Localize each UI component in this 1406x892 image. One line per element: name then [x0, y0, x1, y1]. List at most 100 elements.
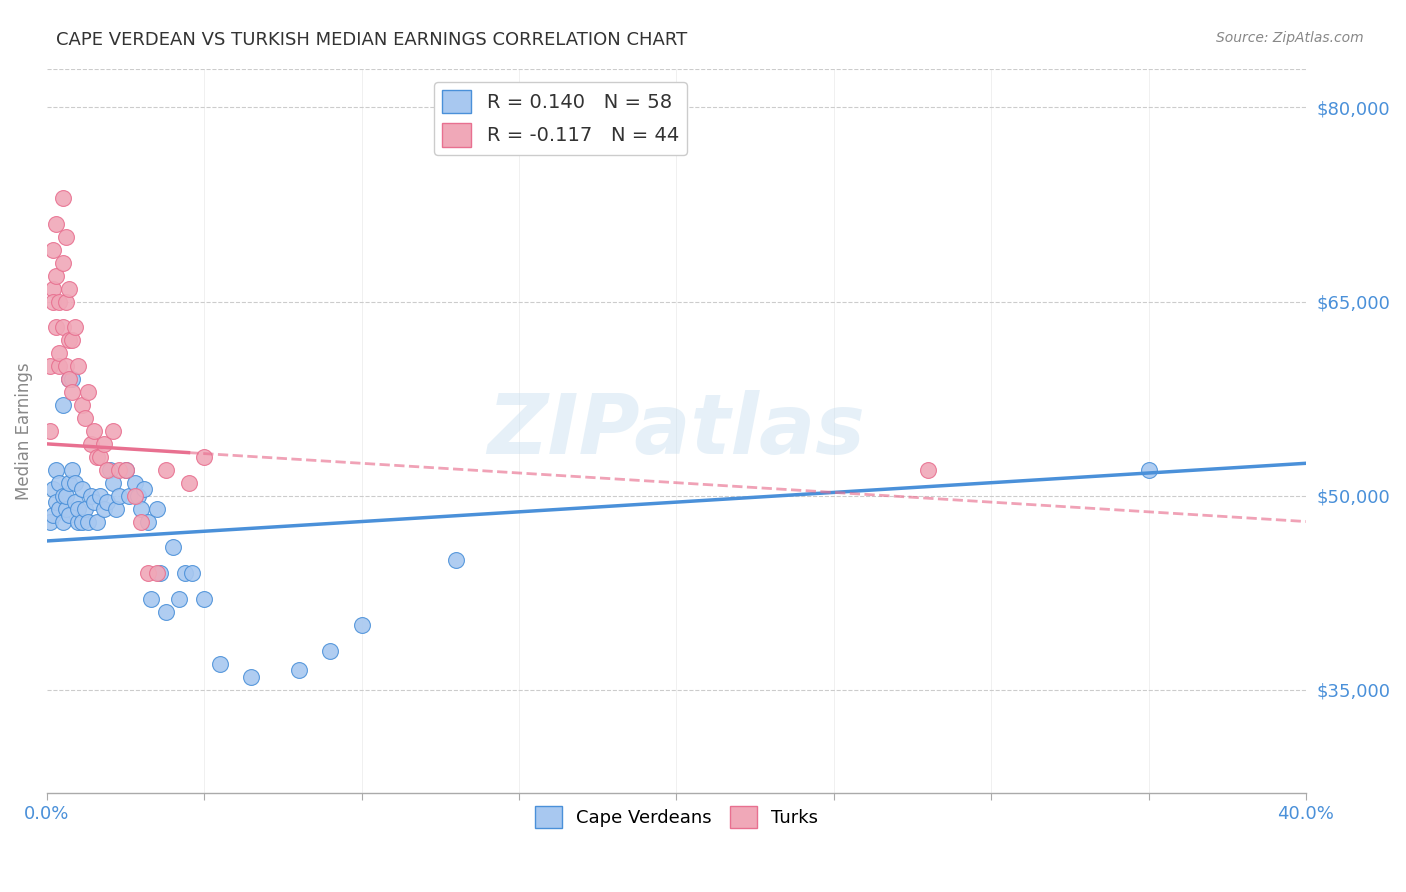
Point [108, 489, 131, 503]
Point [63, 495, 86, 509]
Point [93, 501, 115, 516]
Point [48, 346, 70, 360]
Point [118, 489, 141, 503]
Point [155, 463, 177, 477]
Point [131, 501, 153, 516]
Point [63, 475, 86, 490]
Point [55, 229, 77, 244]
Point [96, 495, 118, 509]
Point [124, 489, 146, 503]
Point [139, 592, 162, 607]
Point [73, 411, 96, 425]
Text: CAPE VERDEAN VS TURKISH MEDIAN EARNINGS CORRELATION CHART: CAPE VERDEAN VS TURKISH MEDIAN EARNINGS … [56, 31, 688, 49]
Point [39, 424, 62, 438]
Point [60, 372, 83, 386]
Point [70, 482, 93, 496]
Point [89, 450, 111, 464]
Point [208, 657, 231, 671]
Point [70, 398, 93, 412]
Point [73, 501, 96, 516]
Point [48, 475, 70, 490]
Y-axis label: Median Earnings: Median Earnings [15, 362, 32, 500]
Point [58, 508, 80, 522]
Point [67, 501, 90, 516]
Point [350, 618, 373, 632]
Legend: Cape Verdeans, Turks: Cape Verdeans, Turks [527, 798, 825, 835]
Point [45, 463, 67, 477]
Point [42, 294, 65, 309]
Point [444, 553, 467, 567]
Point [80, 437, 103, 451]
Point [93, 437, 115, 451]
Point [48, 359, 70, 374]
Point [162, 541, 184, 555]
Point [52, 255, 75, 269]
Point [58, 281, 80, 295]
Point [48, 294, 70, 309]
Point [83, 495, 105, 509]
Point [58, 475, 80, 490]
Point [42, 281, 65, 295]
Point [52, 191, 75, 205]
Point [45, 320, 67, 334]
Point [58, 372, 80, 386]
Point [67, 515, 90, 529]
Point [86, 515, 108, 529]
Point [114, 463, 136, 477]
Point [1137, 463, 1160, 477]
Point [917, 463, 939, 477]
Point [127, 489, 149, 503]
Point [136, 515, 159, 529]
Point [86, 450, 108, 464]
Point [58, 334, 80, 348]
Point [108, 463, 131, 477]
Point [42, 508, 65, 522]
Point [101, 475, 124, 490]
Point [180, 566, 202, 581]
Point [60, 463, 83, 477]
Point [58, 372, 80, 386]
Point [48, 501, 70, 516]
Point [319, 644, 342, 658]
Point [67, 359, 90, 374]
Point [52, 489, 75, 503]
Point [83, 424, 105, 438]
Point [55, 294, 77, 309]
Point [134, 482, 156, 496]
Point [55, 489, 77, 503]
Point [55, 501, 77, 516]
Point [287, 664, 309, 678]
Point [70, 515, 93, 529]
Point [42, 243, 65, 257]
Point [240, 670, 263, 684]
Text: Source: ZipAtlas.com: Source: ZipAtlas.com [1216, 31, 1364, 45]
Point [55, 359, 77, 374]
Point [45, 217, 67, 231]
Point [174, 566, 197, 581]
Point [80, 489, 103, 503]
Point [146, 566, 169, 581]
Point [60, 334, 83, 348]
Point [146, 501, 169, 516]
Point [63, 320, 86, 334]
Point [114, 463, 136, 477]
Point [193, 592, 215, 607]
Point [167, 592, 190, 607]
Point [39, 515, 62, 529]
Point [45, 268, 67, 283]
Point [177, 475, 200, 490]
Point [76, 385, 98, 400]
Point [131, 515, 153, 529]
Point [98, 463, 121, 477]
Point [136, 566, 159, 581]
Point [101, 424, 124, 438]
Point [149, 566, 172, 581]
Point [155, 605, 177, 619]
Text: ZIPatlas: ZIPatlas [488, 391, 865, 472]
Point [124, 475, 146, 490]
Point [45, 495, 67, 509]
Point [76, 515, 98, 529]
Point [105, 501, 128, 516]
Point [52, 398, 75, 412]
Point [193, 450, 215, 464]
